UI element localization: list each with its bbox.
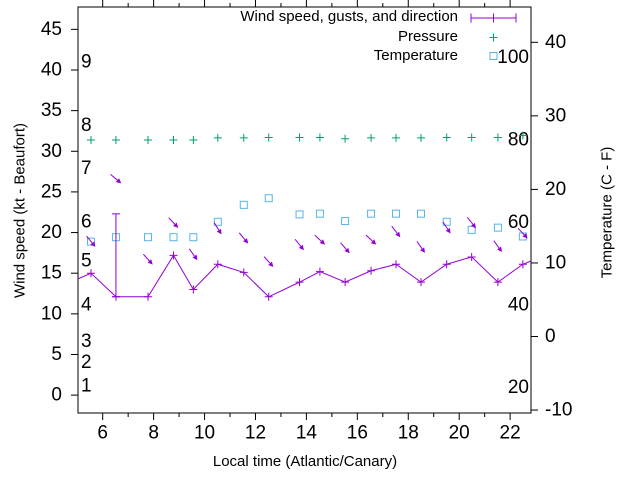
x-axis-ticks: 6 8 10 12 14 16 18 20 22	[97, 0, 521, 444]
temperature-series	[86, 194, 527, 246]
y2-axis-title: Temperature (C - F)	[598, 146, 616, 279]
svg-text:20: 20	[449, 423, 470, 444]
svg-text:10: 10	[545, 252, 566, 273]
svg-text:14: 14	[296, 423, 318, 444]
svg-text:2: 2	[81, 352, 92, 373]
svg-text:15: 15	[41, 263, 62, 284]
svg-text:16: 16	[347, 423, 368, 444]
y-axis-ticks: 0 5 10 15 20 25 30 35 40 45	[41, 19, 78, 406]
svg-text:80: 80	[508, 129, 529, 150]
x-axis-title: Local time (Atlantic/Canary)	[212, 453, 398, 470]
y2-axis-ticks: -10 0 10 20 30 40	[531, 32, 572, 421]
inner-right-scale-labels: 20 40 60 80 100	[497, 47, 529, 398]
plot-border	[77, 6, 532, 414]
svg-text:35: 35	[41, 100, 62, 121]
svg-text:18: 18	[398, 423, 419, 444]
svg-text:0: 0	[545, 326, 556, 347]
pressure-series	[86, 131, 527, 144]
wind-direction-arrows	[86, 174, 528, 268]
legend-label-pressure: Pressure	[397, 28, 458, 45]
svg-text:5: 5	[81, 251, 92, 272]
wind-speed-series	[77, 251, 532, 301]
gust-error-bar	[111, 213, 120, 298]
svg-text:4: 4	[81, 294, 92, 315]
svg-text:20: 20	[508, 377, 529, 398]
svg-text:6: 6	[81, 211, 92, 232]
y-axis-title: Wind speed (kt - Beaufort)	[11, 122, 29, 299]
svg-text:22: 22	[500, 423, 521, 444]
svg-text:9: 9	[81, 51, 92, 72]
svg-text:0: 0	[51, 385, 62, 406]
svg-text:10: 10	[41, 303, 62, 324]
svg-text:-10: -10	[545, 400, 572, 421]
svg-text:10: 10	[194, 423, 215, 444]
svg-text:20: 20	[545, 179, 566, 200]
legend-markers	[470, 13, 517, 60]
legend-label-wind: Wind speed, gusts, and direction	[240, 8, 458, 25]
svg-text:1: 1	[81, 376, 92, 397]
svg-text:40: 40	[545, 32, 566, 53]
svg-text:6: 6	[97, 423, 108, 444]
svg-text:12: 12	[245, 423, 266, 444]
svg-text:100: 100	[497, 47, 529, 68]
svg-text:25: 25	[41, 181, 62, 202]
svg-text:8: 8	[148, 423, 159, 444]
svg-text:20: 20	[41, 222, 62, 243]
svg-text:60: 60	[508, 212, 529, 233]
svg-text:40: 40	[508, 295, 529, 316]
svg-text:40: 40	[41, 59, 62, 80]
legend-label-temperature: Temperature	[373, 47, 458, 64]
svg-text:45: 45	[41, 19, 62, 40]
svg-text:5: 5	[51, 344, 62, 365]
svg-text:30: 30	[41, 141, 62, 162]
svg-text:30: 30	[545, 105, 566, 126]
svg-text:8: 8	[81, 115, 92, 136]
svg-text:7: 7	[81, 158, 92, 179]
svg-text:3: 3	[81, 331, 92, 352]
